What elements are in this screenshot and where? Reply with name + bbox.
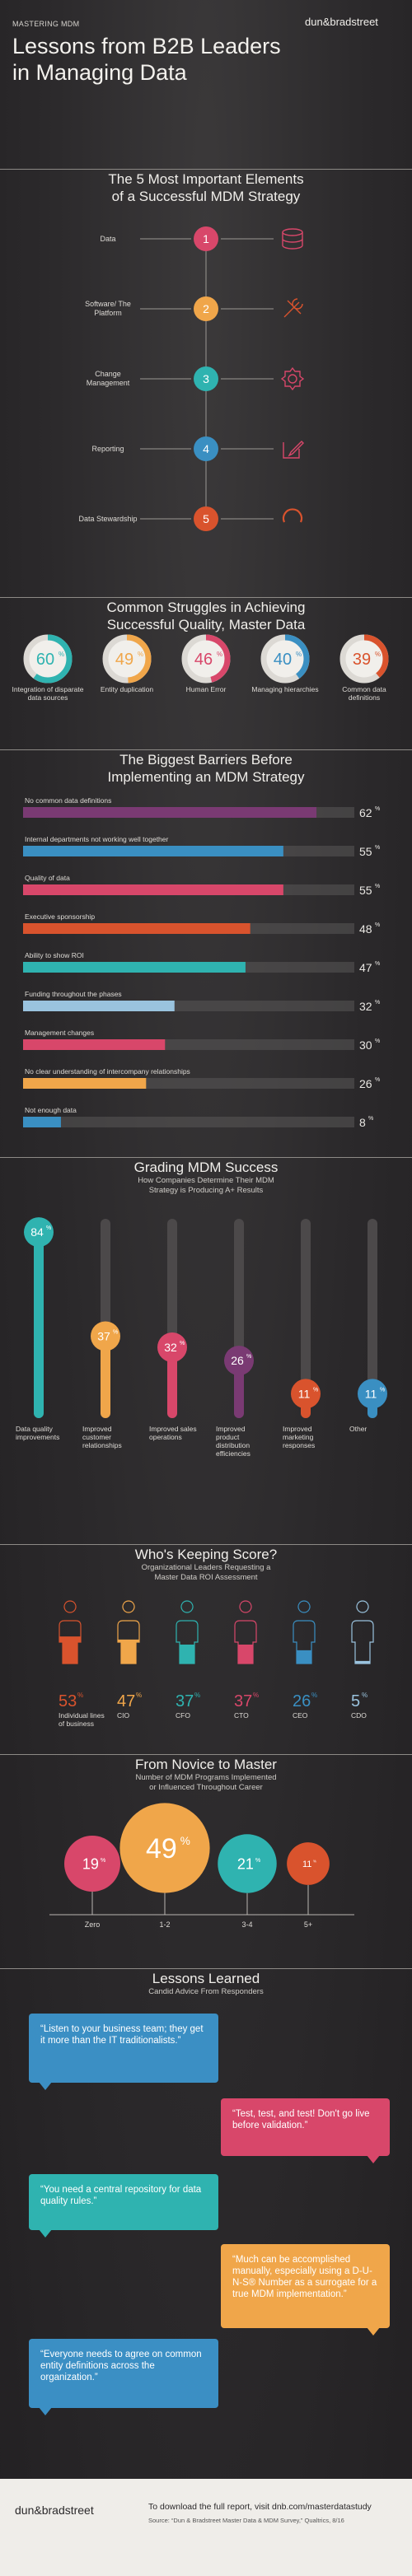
element-label: Software/ The Platform <box>85 300 131 317</box>
struggle-label: Integration of disparate data sources <box>12 685 84 702</box>
footer-brand-logo: dun&bradstreet <box>15 2504 94 2517</box>
elements-title-line1: The 5 Most Important Elements <box>108 171 304 187</box>
quote-bubble: “Everyone needs to agree on common entit… <box>29 2339 218 2415</box>
quote-bubble: “Test, test, and test! Don't go live bef… <box>221 2098 390 2163</box>
score-label: CTO <box>234 1711 249 1720</box>
quote-tail <box>367 2155 380 2163</box>
novice-subtitle-line2: or Influenced Throughout Career <box>149 1783 263 1792</box>
lessons-subtitle: Candid Advice From Responders <box>148 1987 264 1996</box>
novice-subtitle-line1: Number of MDM Programs Implemented <box>135 1773 277 1782</box>
grading-subtitle-line2: Strategy is Producing A+ Results <box>148 1186 264 1195</box>
kicker: MASTERING MDM <box>12 20 80 28</box>
quote-tail <box>39 2082 52 2090</box>
footer-source: Source: “Dun & Bradstreet Master Data & … <box>148 2517 344 2524</box>
section-divider <box>0 1754 412 1755</box>
quote-text: “Listen to your business team; they get … <box>40 2024 204 2046</box>
score-label: CEO <box>293 1711 308 1720</box>
quote-text: “Much can be accomplished manually, espe… <box>232 2255 377 2299</box>
score-subtitle-line1: Organizational Leaders Requesting a <box>141 1563 271 1572</box>
score-label: Individual lines of business <box>59 1711 105 1728</box>
quote-text: “Everyone needs to agree on common entit… <box>40 2350 202 2382</box>
grading-label: Data quality improvements <box>16 1425 60 1441</box>
score-label: CFO <box>176 1711 190 1720</box>
elements-title-line2: of a Successful MDM Strategy <box>111 189 301 204</box>
grading-label: Other <box>349 1425 368 1433</box>
struggle-label: Human Error <box>185 685 227 693</box>
quote-text: “You need a central repository for data … <box>40 2185 202 2206</box>
score-label: CIO <box>117 1711 130 1720</box>
grading-subtitle-line1: How Companies Determine Their MDM <box>138 1176 274 1185</box>
section-divider <box>0 749 412 750</box>
struggle-label: Common data definitions <box>342 685 386 702</box>
footer-brand-left: dun <box>15 2504 35 2517</box>
section-divider <box>0 597 412 598</box>
download-report-link[interactable]: To download the full report, visit dnb.c… <box>148 2502 372 2512</box>
grading-label: Improved product distribution efficienci… <box>216 1425 250 1458</box>
score-title: Who's Keeping Score? <box>134 1547 278 1562</box>
page-title-line1: Lessons from B2B Leaders <box>12 34 281 58</box>
quote-tail <box>39 2229 52 2238</box>
lessons-title: Lessons Learned <box>152 1971 260 1986</box>
quote-tail <box>367 2327 380 2336</box>
grading-label: Improved marketing responses <box>283 1425 316 1449</box>
footer: dun&bradstreet To download the full repo… <box>0 2479 412 2576</box>
quote-text: “Test, test, and test! Don't go live bef… <box>232 2109 370 2130</box>
footer-brand-right: bradstreet <box>41 2504 94 2517</box>
struggle-label: Managing hierarchies <box>251 685 319 693</box>
score-label: CDO <box>351 1711 367 1720</box>
score-subtitle-line2: Master Data ROI Assessment <box>154 1573 258 1582</box>
struggle-label: Entity duplication <box>100 685 154 693</box>
header-brand-logo: dun&bradstreet <box>305 16 378 28</box>
section-divider <box>0 169 412 170</box>
novice-title: From Novice to Master <box>135 1757 277 1772</box>
element-label: Change Management <box>86 370 130 387</box>
quote-bubble: “Much can be accomplished manually, espe… <box>221 2244 390 2336</box>
grading-label: Improved customer relationships <box>82 1425 122 1449</box>
quote-tail <box>39 2407 52 2415</box>
element-label: Data Stewardship <box>78 514 138 523</box>
quote-bubble: “You need a central repository for data … <box>29 2174 218 2238</box>
struggles-title-line2: Successful Quality, Master Data <box>106 617 306 632</box>
barriers-title-line2: Implementing an MDM Strategy <box>107 769 305 785</box>
element-label: Reporting <box>91 444 124 453</box>
section-divider <box>0 1544 412 1545</box>
section-divider <box>0 1968 412 1969</box>
section-divider <box>0 1157 412 1158</box>
barriers-title-line1: The Biggest Barriers Before <box>119 752 293 768</box>
grading-title: Grading MDM Success <box>133 1160 279 1175</box>
element-label: Data <box>100 234 116 243</box>
grading-label: Improved sales operations <box>149 1425 197 1441</box>
page-title-line2: in Managing Data <box>12 60 187 85</box>
struggles-title-line1: Common Struggles in Achieving <box>106 600 306 615</box>
brand-right: bradstreet <box>330 16 378 28</box>
quote-bubble: “Listen to your business team; they get … <box>29 2014 218 2090</box>
brand-left: dun <box>305 16 323 28</box>
